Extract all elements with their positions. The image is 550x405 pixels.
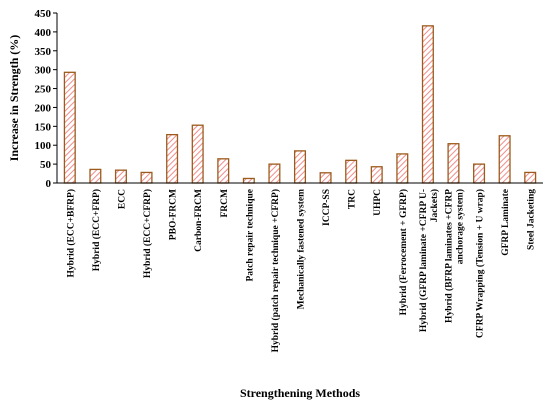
bar [217,158,230,184]
x-tick-label-line: UHPC [373,189,383,216]
bar [498,135,511,184]
x-tick-label: Hybrid (ECC+FRP) [91,189,102,271]
x-tick-label: UHPC [373,189,383,216]
x-tick-label-line: ICCP-SS [322,189,332,226]
bar [319,172,332,184]
x-tick-label-line: Steel Jacketing [527,189,537,250]
x-tick-label: Mechanically fastened system [297,189,307,309]
bar [396,153,409,184]
x-tick-label: Hybrid (Ferrocement + GFRP) [398,189,409,315]
x-tick-label-line: anchorage system) [454,189,465,264]
y-tick-label: 250 [35,84,52,96]
bar [370,166,383,184]
x-tick-label: Hybrid (GFRP laminate +CFRP U- Jackets) [418,189,440,332]
y-tick-label: 0 [46,178,52,190]
bar [140,171,153,184]
bar [473,163,486,184]
y-tick-label: 200 [35,102,52,114]
x-tick-label: TRC [348,189,358,209]
bar [524,171,537,184]
bar [114,169,127,184]
bar [293,150,307,184]
x-tick-label: ECC [117,189,127,209]
bar [268,163,281,184]
x-tick-label: Carbon-FRCM [194,189,204,252]
y-tick-label: 300 [35,65,52,77]
x-tick-label: Steel Jacketing [527,189,537,250]
x-tick-label-line: Mechanically fastened system [297,189,307,309]
x-tick-label: PBO-FRCM [169,189,179,240]
x-tick-label-line: Hybrid (patch repair technique +CFRP) [270,189,281,352]
x-tick-label-line: Hybrid (GFRP laminate +CFRP U- [418,189,429,332]
bar [242,177,255,184]
y-tick-label: 450 [35,8,52,20]
y-tick-label: 50 [40,159,52,171]
x-tick-label: Patch repair technique [245,189,255,282]
x-tick-label-line: Hybrid (BFRP laminates +CFRP [443,189,454,323]
bar [191,124,204,184]
x-tick-label-line: Carbon-FRCM [194,189,204,252]
x-tick-label-line: Patch repair technique [245,189,255,282]
x-tick-label: Hybrid (ECC+BFRP) [65,189,76,278]
x-tick-label: GFRP Laminate [501,189,511,256]
bar [166,133,179,184]
y-tick-label: 400 [35,27,52,39]
x-tick-label-line: TRC [348,189,358,209]
x-tick-label: FRCM [220,189,230,218]
x-tick-label-line: FRCM [220,189,230,218]
x-tick-label-line: Jackets) [429,189,440,222]
x-tick-label-line: Hybrid (Ferrocement + GFRP) [398,189,409,315]
y-tick-label: 350 [35,46,52,58]
x-tick-label: ICCP-SS [322,189,332,226]
x-tick-label: Hybrid (patch repair technique +CFRP) [270,189,281,352]
x-tick-label-line: Hybrid (ECC+CFRP) [142,189,153,278]
x-tick-label: Hybrid (BFRP laminates +CFRP anchorage sy… [443,189,465,323]
x-tick-label-line: Hybrid (ECC+FRP) [91,189,102,271]
x-tick-label-line: PBO-FRCM [169,189,179,240]
y-axis-title: Increase in Strength (%) [7,35,21,162]
x-tick-label-line: ECC [117,189,127,209]
x-tick-label: Hybrid (ECC+CFRP) [142,189,153,278]
y-tick-label: 150 [35,121,52,133]
x-tick-label: CFRP Wrapping (Tension + U wrap) [475,189,486,338]
bar [63,71,76,184]
y-tick-label: 100 [35,140,52,152]
x-tick-label-line: Hybrid (ECC+BFRP) [65,189,76,278]
bar [447,143,460,184]
bar [421,25,434,184]
x-tick-label-line: CFRP Wrapping (Tension + U wrap) [475,189,486,338]
x-axis-title: Strengthening Methods [240,386,360,400]
bar [89,168,102,184]
x-tick-label-line: GFRP Laminate [501,189,511,256]
bar [345,159,358,184]
